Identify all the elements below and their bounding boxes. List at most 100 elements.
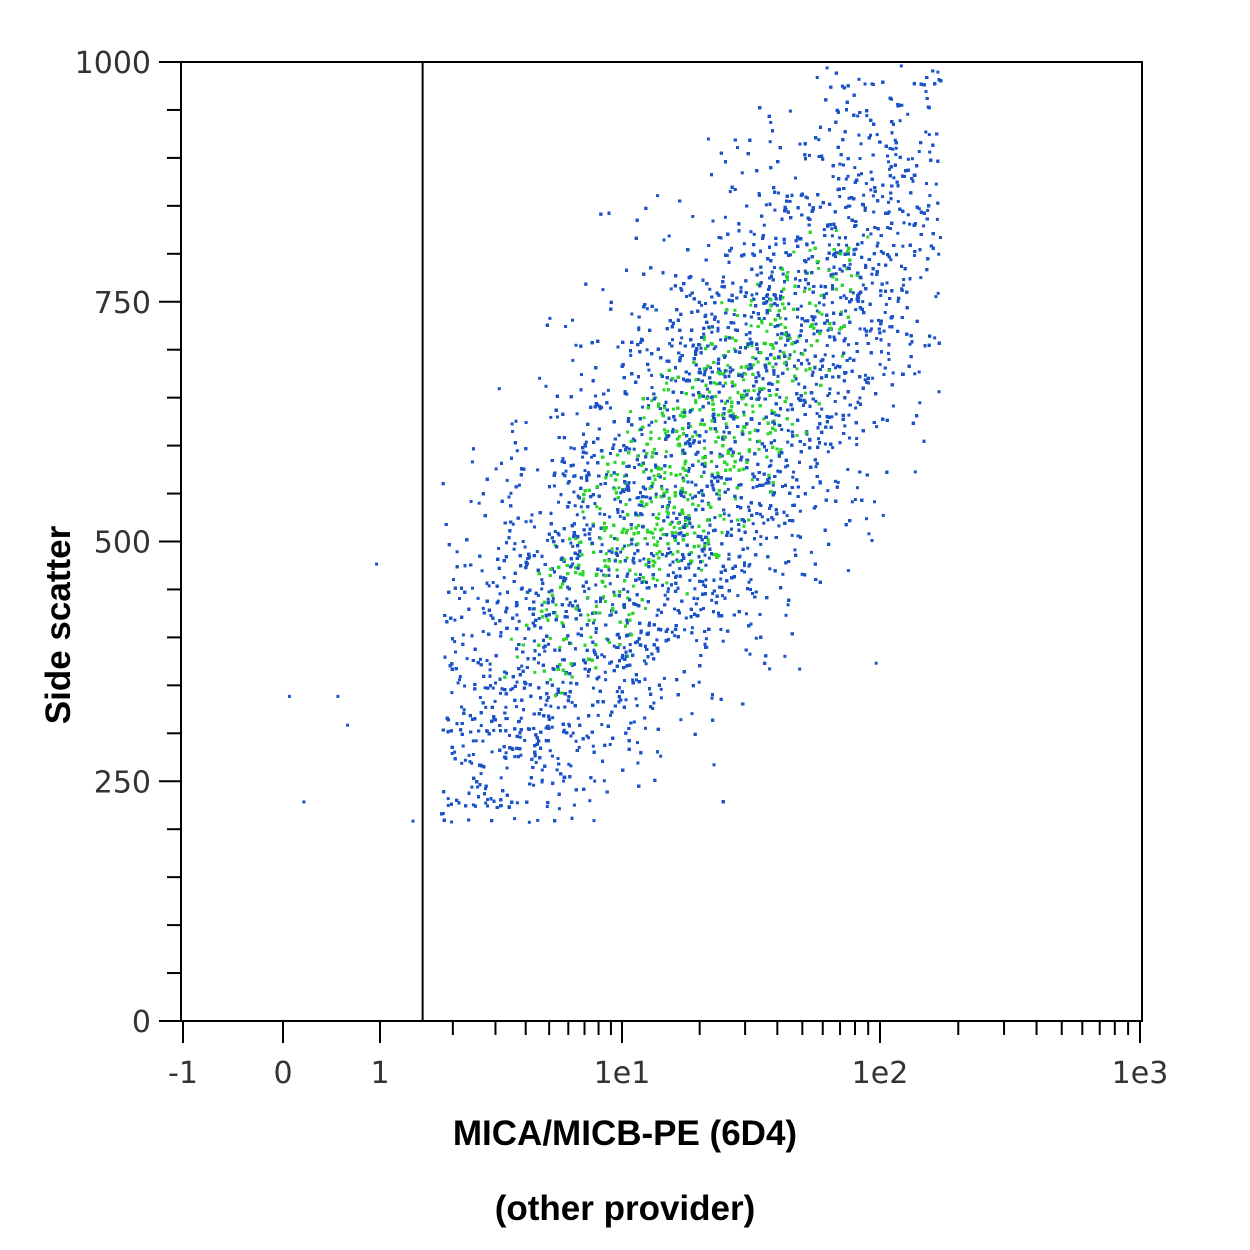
- data-point: [572, 463, 575, 467]
- data-point: [550, 754, 554, 758]
- data-point: [834, 272, 838, 276]
- data-point: [673, 634, 677, 638]
- data-point: [773, 208, 777, 212]
- data-point: [537, 653, 541, 657]
- data-point: [822, 303, 826, 307]
- data-point: [889, 258, 893, 262]
- data-point: [937, 252, 941, 256]
- data-point: [453, 750, 457, 754]
- data-point: [572, 803, 576, 807]
- data-point: [714, 345, 718, 349]
- data-point: [566, 481, 570, 485]
- data-point: [538, 376, 542, 380]
- data-point: [863, 327, 867, 331]
- data-point: [562, 779, 566, 783]
- data-point: [515, 705, 518, 709]
- data-point: [767, 476, 771, 480]
- data-point: [652, 536, 655, 540]
- data-point: [917, 207, 921, 211]
- data-point: [814, 465, 818, 469]
- data-point: [540, 778, 544, 782]
- data-point: [762, 417, 766, 421]
- data-point: [548, 749, 552, 753]
- data-point: [586, 674, 590, 678]
- data-point: [835, 251, 838, 255]
- data-point: [536, 593, 540, 597]
- data-point: [668, 500, 672, 504]
- data-point: [480, 569, 484, 573]
- data-point: [728, 396, 732, 400]
- data-point: [744, 322, 748, 326]
- data-point: [807, 362, 811, 366]
- data-point: [471, 586, 474, 590]
- data-point: [512, 547, 516, 551]
- data-point: [728, 190, 732, 194]
- data-point: [902, 221, 906, 225]
- data-point: [694, 602, 698, 606]
- data-point: [917, 370, 921, 374]
- data-point: [607, 573, 611, 577]
- data-point: [549, 704, 553, 708]
- data-point: [632, 481, 636, 485]
- data-point: [591, 686, 595, 690]
- data-point: [786, 603, 790, 607]
- data-point: [562, 728, 566, 732]
- data-point: [612, 644, 616, 648]
- data-point: [703, 553, 707, 557]
- data-point: [702, 367, 706, 371]
- data-point: [777, 414, 781, 418]
- data-point: [796, 358, 800, 362]
- data-point: [891, 404, 895, 408]
- data-point: [705, 387, 709, 391]
- data-point: [652, 474, 656, 478]
- data-point: [769, 463, 773, 467]
- data-point: [467, 753, 471, 757]
- data-point: [579, 627, 583, 631]
- data-point: [817, 437, 821, 441]
- data-point: [756, 440, 759, 444]
- data-point: [650, 420, 654, 424]
- data-point: [836, 391, 840, 395]
- data-point: [553, 530, 557, 533]
- data-point: [523, 739, 527, 742]
- data-point: [918, 401, 922, 405]
- data-point: [573, 599, 577, 603]
- data-point: [861, 233, 865, 237]
- data-point: [637, 326, 641, 330]
- data-point: [656, 194, 660, 198]
- data-point: [782, 241, 786, 245]
- data-point: [609, 474, 613, 477]
- data-point: [746, 546, 750, 550]
- data-point: [453, 640, 457, 644]
- data-point: [483, 686, 487, 690]
- data-point: [634, 543, 638, 547]
- data-point: [823, 442, 827, 446]
- data-point: [786, 367, 790, 371]
- data-point: [711, 592, 715, 596]
- data-point: [720, 285, 724, 289]
- data-point: [928, 194, 932, 197]
- data-point: [882, 373, 886, 376]
- data-point: [888, 167, 891, 171]
- data-point: [685, 474, 689, 478]
- data-point: [756, 392, 760, 396]
- data-point: [497, 387, 501, 391]
- data-point: [805, 432, 809, 436]
- data-point: [657, 437, 661, 440]
- data-point: [690, 712, 694, 716]
- data-point: [592, 621, 595, 625]
- data-point: [594, 631, 598, 634]
- data-point: [826, 328, 830, 332]
- data-point: [571, 544, 575, 548]
- data-point: [721, 372, 725, 376]
- data-point: [858, 157, 862, 160]
- data-point: [749, 324, 753, 328]
- data-point: [610, 547, 614, 551]
- data-point: [799, 304, 803, 308]
- data-point: [872, 210, 876, 214]
- data-point: [913, 470, 917, 474]
- data-point: [612, 590, 616, 594]
- data-point: [771, 420, 775, 424]
- data-point: [532, 783, 536, 787]
- data-point: [748, 652, 752, 656]
